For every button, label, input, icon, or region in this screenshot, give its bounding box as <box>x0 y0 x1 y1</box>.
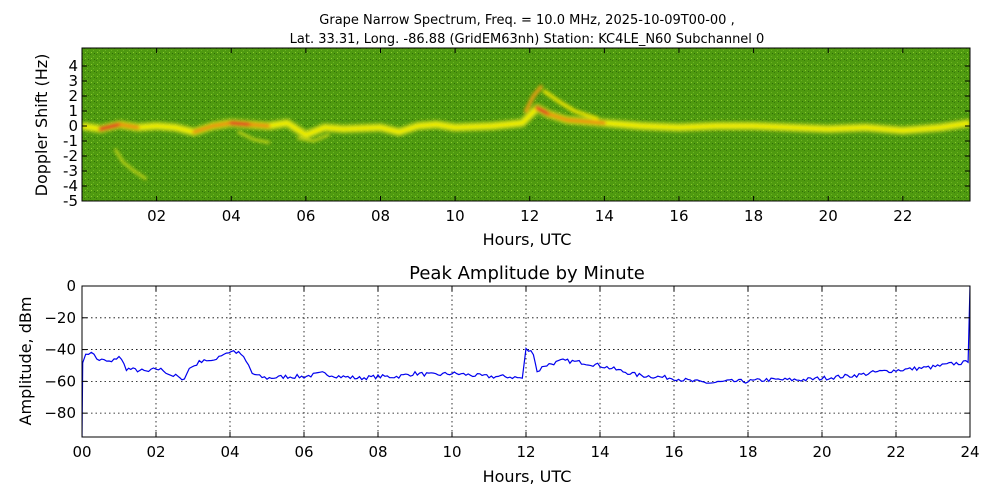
spectrum-ridge-hotspot <box>211 121 233 128</box>
amplitude-x-axis-label: Hours, UTC <box>483 467 572 486</box>
spectrum-x-tick-label: 10 <box>446 207 465 225</box>
amplitude-y-axis: 0 −20 −40 −60 −80 <box>44 277 970 422</box>
spectrum-feature <box>237 130 271 144</box>
spectrum-y-axis-label: Doppler Shift (Hz) <box>32 54 51 197</box>
spectrum-y-tick-label: 3 <box>68 72 78 90</box>
amplitude-x-tick-label: 06 <box>294 443 313 461</box>
amplitude-y-tick-label: −80 <box>44 404 76 422</box>
spectrum-marks <box>82 85 970 180</box>
amplitude-x-tick-label: 10 <box>442 443 461 461</box>
spectrum-x-tick-label: 06 <box>296 207 315 225</box>
amplitude-x-tick-label: 22 <box>886 443 905 461</box>
amplitude-x-tick-label: 08 <box>368 443 387 461</box>
amplitude-y-axis-label: Amplitude, dBm <box>16 297 35 426</box>
amplitude-x-tick-label: 20 <box>812 443 831 461</box>
spectrum-title-line-2: Lat. 33.31, Long. -86.88 (GridEM63nh) St… <box>290 32 765 47</box>
spectrum-ridge-hotspot <box>248 123 271 128</box>
spectrum-frame <box>81 47 971 202</box>
amplitude-x-tick-label: 18 <box>738 443 757 461</box>
spectrum-feature <box>524 85 543 113</box>
spectrum-y-tick-label: -5 <box>63 192 78 210</box>
spectrum-y-tick-label: 1 <box>68 102 78 120</box>
spectrum-y-tick-label: -1 <box>63 132 78 150</box>
spectrum-y-tick-label: 4 <box>68 57 78 75</box>
spectrum-ridge-hotspot <box>584 120 606 125</box>
spectrum-panel: Grape Narrow Spectrum, Freq. = 10.0 MHz,… <box>32 13 971 249</box>
amplitude-y-tick-label: 0 <box>66 277 76 295</box>
spectrum-x-tick-label: 22 <box>893 207 912 225</box>
amplitude-title: Peak Amplitude by Minute <box>409 263 645 284</box>
spectrum-x-axis: 02 04 06 08 10 12 14 16 18 20 22 <box>147 48 912 225</box>
amplitude-series-line <box>82 286 970 437</box>
amplitude-x-axis: 00 02 04 06 08 10 12 14 16 18 20 22 24 <box>72 286 980 461</box>
spectrum-y-tick-label: -3 <box>63 162 78 180</box>
amplitude-x-tick-label: 16 <box>664 443 683 461</box>
spectrum-y-tick-label: -2 <box>63 147 78 165</box>
spectrum-ridge-hotspot <box>98 122 122 131</box>
amplitude-y-tick-label: −60 <box>44 372 76 390</box>
spectrum-x-tick-label: 18 <box>744 207 763 225</box>
amplitude-x-tick-label: 12 <box>516 443 535 461</box>
spectrum-y-tick-label: 0 <box>68 117 78 135</box>
amplitude-y-tick-label: −20 <box>44 309 76 327</box>
amplitude-y-tick-label: −40 <box>44 341 76 359</box>
spectrum-x-tick-label: 08 <box>371 207 390 225</box>
amplitude-panel: Peak Amplitude by Minute 00 02 04 06 08 10 12 1… <box>16 263 980 486</box>
spectrum-ridge-hotspot <box>117 123 140 129</box>
spectrum-feature <box>542 89 599 121</box>
amplitude-x-tick-label: 24 <box>960 443 979 461</box>
spectrum-y-tick-label: 2 <box>68 87 78 105</box>
spectrum-title-line-1: Grape Narrow Spectrum, Freq. = 10.0 MHz,… <box>319 13 734 28</box>
spectrum-x-tick-label: 04 <box>222 207 241 225</box>
spectrum-x-axis-label: Hours, UTC <box>483 230 572 249</box>
spectrum-x-tick-label: 14 <box>595 207 614 225</box>
spectrum-ridge-hotspot <box>192 124 215 134</box>
spectrum-feature <box>296 133 330 143</box>
amplitude-x-tick-label: 04 <box>220 443 239 461</box>
spectrum-x-tick-label: 20 <box>819 207 838 225</box>
spectrum-ridge-hotspot <box>546 112 569 122</box>
amplitude-x-tick-label: 00 <box>72 443 91 461</box>
spectrum-feature <box>114 148 147 180</box>
spectrum-x-tick-label: 16 <box>669 207 688 225</box>
spectrum-x-tick-label: 12 <box>520 207 539 225</box>
spectrum-x-tick-label: 02 <box>147 207 166 225</box>
spectrum-ridge-hotspot <box>535 106 551 116</box>
spectrum-ridge-hotspot <box>229 121 252 127</box>
amplitude-x-tick-label: 02 <box>146 443 165 461</box>
amplitude-plot-area <box>82 286 970 437</box>
spectrum-y-tick-label: -4 <box>63 177 78 195</box>
amplitude-x-tick-label: 14 <box>590 443 609 461</box>
spectrum-ridge-hotspot <box>565 118 588 123</box>
